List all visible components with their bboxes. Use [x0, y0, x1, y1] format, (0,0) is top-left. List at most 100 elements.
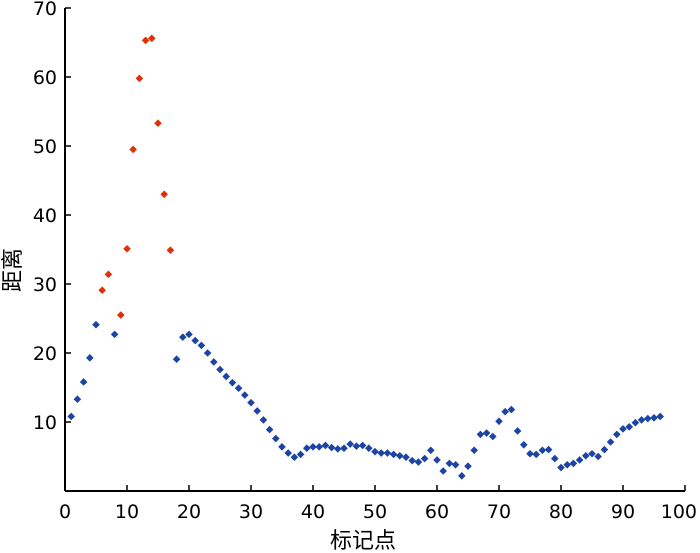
data-point	[563, 460, 571, 469]
data-point	[482, 429, 491, 437]
x-tick-label: 30	[239, 501, 263, 523]
data-point	[414, 458, 423, 466]
data-point	[557, 463, 565, 472]
data-point	[625, 423, 633, 431]
data-point	[272, 434, 280, 443]
data-point	[315, 443, 323, 451]
data-point	[513, 427, 522, 435]
data-point	[86, 354, 94, 362]
data-point	[650, 414, 658, 422]
x-tick-label: 100	[661, 501, 697, 523]
y-axis-label: 距离	[1, 248, 26, 292]
data-point	[191, 336, 199, 345]
data-point	[389, 450, 398, 459]
data-point	[247, 398, 255, 407]
x-tick-label: 0	[59, 501, 71, 523]
data-point	[470, 446, 478, 455]
data-point	[383, 449, 392, 457]
data-point	[129, 145, 137, 154]
data-point	[520, 440, 528, 449]
data-point	[234, 384, 243, 392]
data-point	[408, 456, 416, 465]
data-point	[210, 358, 218, 366]
data-point	[216, 365, 224, 374]
data-point	[172, 355, 181, 364]
data-point	[148, 34, 156, 43]
data-point	[582, 452, 590, 460]
data-point	[309, 443, 317, 451]
y-tick-label: 30	[33, 274, 57, 296]
data-point	[241, 391, 249, 399]
data-point	[377, 449, 385, 457]
x-tick-label: 80	[549, 501, 573, 523]
data-point	[507, 405, 516, 414]
data-point	[532, 450, 540, 459]
data-point	[117, 311, 125, 319]
data-point	[346, 440, 354, 448]
x-tick-label: 10	[115, 501, 139, 523]
data-point	[79, 378, 88, 386]
data-point	[67, 412, 75, 421]
data-point	[110, 330, 119, 339]
data-point	[619, 425, 627, 433]
data-point	[476, 430, 485, 439]
data-point	[197, 341, 206, 350]
data-point	[526, 449, 534, 458]
data-point	[644, 414, 652, 423]
data-point	[613, 430, 621, 439]
data-point	[656, 412, 664, 421]
x-axis-label: 标记点	[330, 529, 396, 553]
data-point	[327, 443, 336, 452]
data-point	[265, 425, 274, 434]
data-point	[284, 449, 292, 457]
data-point	[340, 444, 348, 453]
x-tick-label: 70	[487, 501, 511, 523]
x-tick-label: 90	[611, 501, 635, 523]
data-point	[637, 416, 646, 424]
data-point	[92, 320, 100, 329]
data-point	[222, 372, 230, 381]
data-point	[458, 472, 466, 480]
data-point	[433, 456, 441, 464]
data-point	[290, 453, 299, 461]
data-point	[259, 416, 268, 424]
data-point	[445, 459, 454, 468]
data-point	[501, 407, 509, 416]
y-tick-label: 20	[33, 343, 57, 365]
data-point	[538, 446, 547, 455]
data-point	[402, 453, 410, 461]
data-point	[321, 441, 330, 450]
data-point	[123, 245, 131, 253]
data-point	[544, 445, 553, 454]
data-point	[104, 270, 113, 279]
data-point	[569, 459, 578, 468]
y-tick-label: 60	[33, 67, 57, 89]
data-point	[154, 119, 162, 128]
data-point	[365, 444, 373, 453]
data-point	[334, 445, 342, 453]
x-tick-label: 20	[177, 501, 201, 523]
data-point	[179, 333, 187, 341]
data-point	[352, 442, 361, 450]
y-tick-label: 10	[33, 412, 57, 434]
data-point	[575, 456, 584, 464]
y-tick-label: 50	[33, 136, 57, 158]
data-point	[551, 454, 559, 463]
data-point	[253, 407, 261, 415]
data-point	[588, 449, 596, 458]
x-tick-label: 50	[363, 501, 387, 523]
data-point	[303, 444, 311, 453]
data-point	[278, 443, 286, 451]
data-point	[420, 454, 429, 463]
data-point	[631, 418, 640, 427]
data-point	[464, 462, 472, 470]
data-point	[600, 445, 609, 454]
y-tick-label: 70	[33, 0, 57, 20]
data-point	[606, 438, 615, 446]
x-tick-label: 40	[301, 501, 325, 523]
data-point	[166, 246, 175, 254]
data-point	[98, 286, 106, 295]
data-point	[358, 441, 367, 450]
